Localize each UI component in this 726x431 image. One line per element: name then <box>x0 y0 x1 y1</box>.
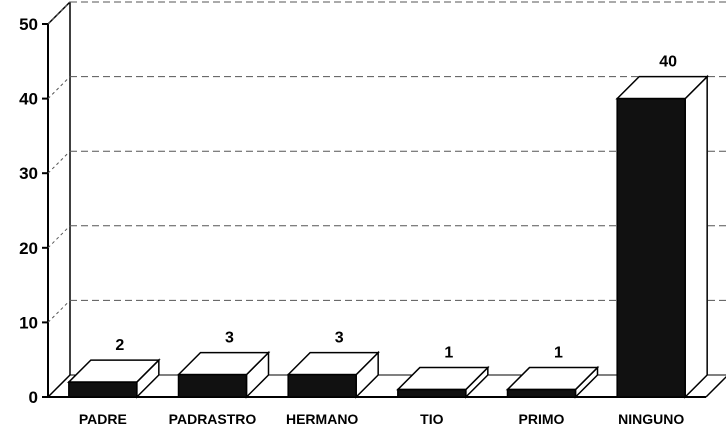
data-label: 1 <box>444 345 453 362</box>
bar-front <box>616 97 686 398</box>
data-label: 2 <box>115 337 124 354</box>
x-axis-labels: PADRE PADRASTRO HERMANO TIO PRIMO NINGUNO <box>79 411 684 427</box>
y-tick-label: 20 <box>19 239 38 258</box>
y-tick-label: 10 <box>19 313 38 332</box>
y-axis: 0 10 20 30 40 50 <box>19 15 48 407</box>
data-label: 1 <box>554 345 563 362</box>
x-category-label: PRIMO <box>519 411 565 427</box>
bars: 2 3 3 1 1 40 <box>67 54 709 399</box>
bar: 3 <box>286 330 380 399</box>
gridline-side <box>47 1 71 25</box>
bar-front <box>177 373 248 398</box>
x-category-label: PADRASTRO <box>169 411 257 427</box>
data-label: 3 <box>225 330 234 347</box>
bar-front <box>506 388 577 398</box>
bar-front <box>287 373 357 398</box>
gridline-side <box>47 76 71 99</box>
floor-left-edge <box>47 374 71 398</box>
bar: 3 <box>176 330 271 399</box>
bar-front <box>68 381 138 398</box>
x-category-label: NINGUNO <box>618 411 684 427</box>
y-tick-label: 50 <box>19 15 38 34</box>
bar: 1 <box>396 345 490 399</box>
y-tick-label: 0 <box>29 388 38 407</box>
y-tick-label: 30 <box>19 164 38 183</box>
x-category-label: TIO <box>420 411 443 427</box>
floor-right-edge <box>705 375 726 398</box>
bar: 1 <box>505 345 600 399</box>
bar-front <box>397 388 467 398</box>
gridline-side <box>47 225 71 249</box>
bar: 2 <box>67 337 161 399</box>
data-label: 40 <box>659 54 677 71</box>
x-category-label: HERMANO <box>286 411 358 427</box>
gridlines <box>47 1 726 323</box>
bar-side <box>684 74 708 399</box>
gridline-side <box>47 300 71 323</box>
gridline-side <box>47 150 71 174</box>
bar: 40 <box>615 54 709 399</box>
y-tick-label: 40 <box>19 90 38 109</box>
data-label: 3 <box>335 330 344 347</box>
x-category-label: PADRE <box>79 411 127 427</box>
